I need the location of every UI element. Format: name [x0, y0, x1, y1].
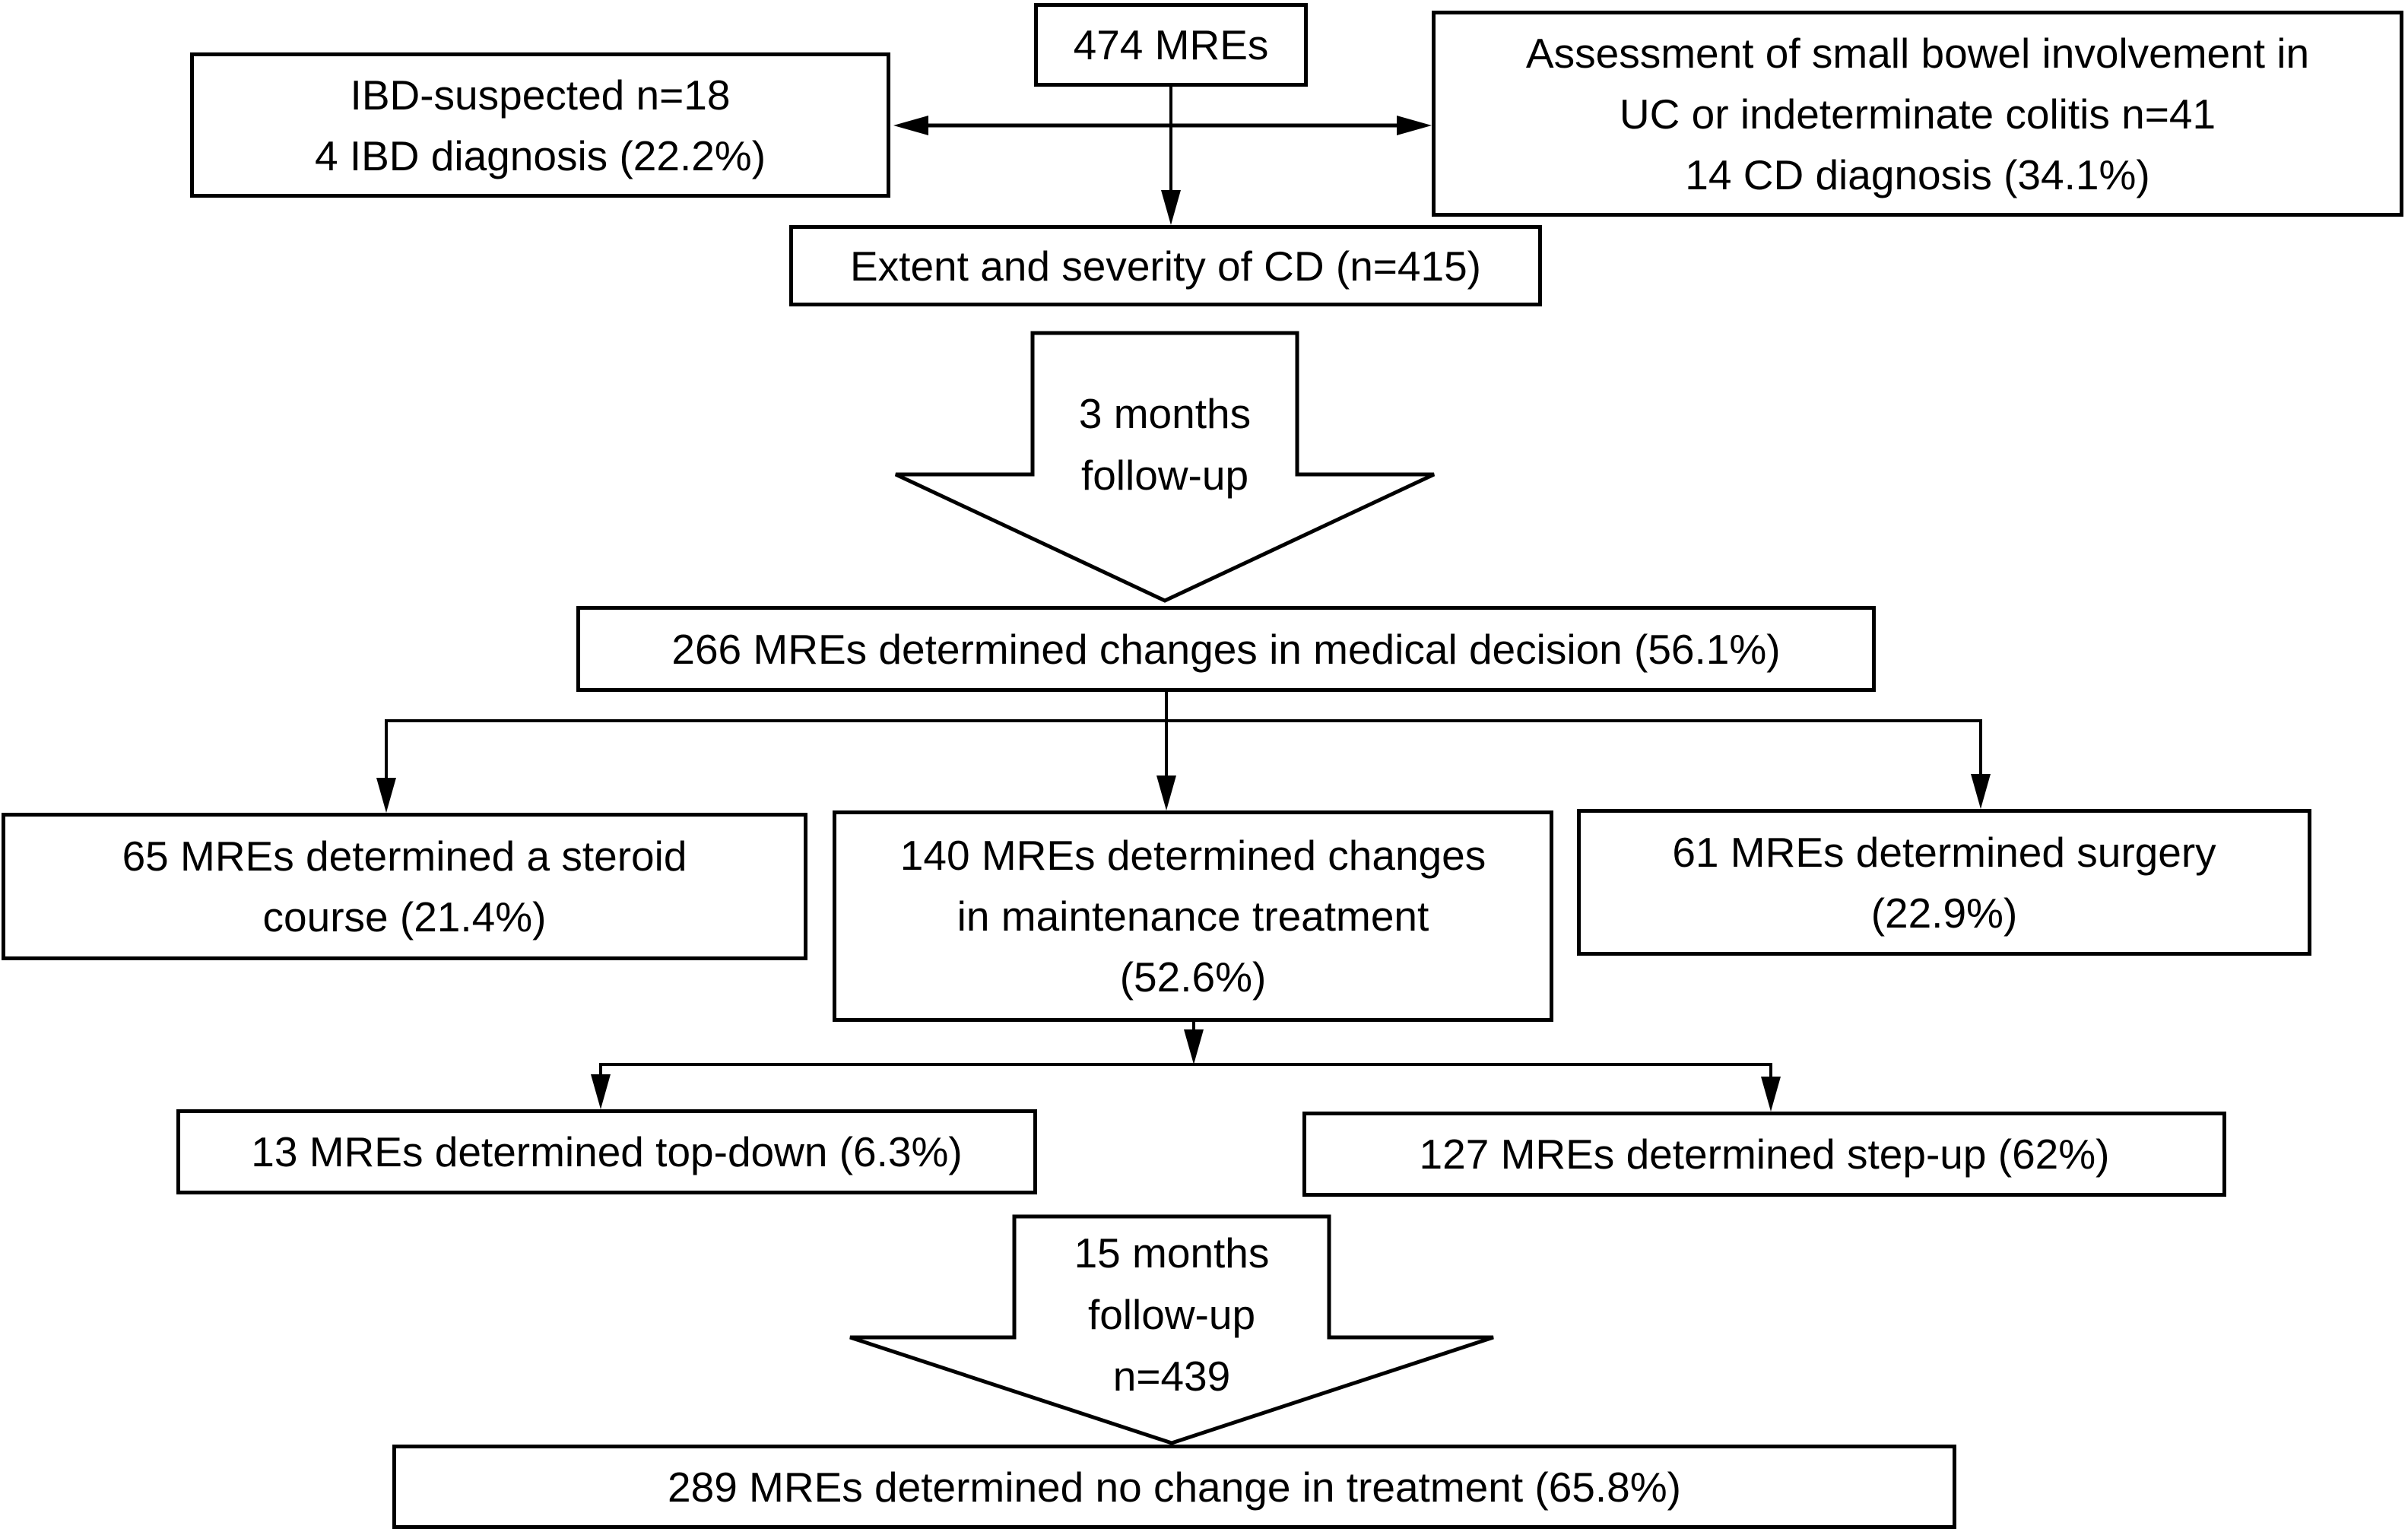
arrowhead-down-icon — [376, 778, 396, 813]
big-arrow-down-icon — [894, 331, 1436, 603]
arrowhead-down-icon — [591, 1074, 611, 1109]
node-assessment-uc: Assessment of small bowel involvement in… — [1432, 11, 2403, 217]
node-step-up: 127 MREs determined step-up (62%) — [1302, 1112, 2226, 1197]
node-maintenance-treatment: 140 MREs determined changes in maintenan… — [833, 810, 1553, 1022]
arrowhead-down-icon — [1184, 1029, 1204, 1064]
node-no-change: 289 MREs determined no change in treatme… — [392, 1445, 1956, 1529]
node-steroid-course: 65 MREs determined a steroid course (21.… — [2, 813, 807, 960]
node-medical-decision: 266 MREs determined changes in medical d… — [576, 606, 1876, 692]
node-top-down: 13 MREs determined top-down (6.3%) — [176, 1109, 1037, 1194]
arrowhead-down-icon — [1161, 190, 1181, 225]
node-surgery: 61 MREs determined surgery (22.9%) — [1577, 809, 2311, 956]
node-total-mres: 474 MREs — [1034, 3, 1308, 87]
arrowhead-right-icon — [1397, 116, 1432, 135]
arrowhead-left-icon — [893, 116, 928, 135]
node-extent-severity: Extent and severity of CD (n=415) — [789, 225, 1542, 306]
label-3-months-followup: 3 months follow-up — [1078, 390, 1252, 499]
arrowhead-down-icon — [1971, 774, 1991, 809]
node-ibd-suspected: IBD-suspected n=18 4 IBD diagnosis (22.2… — [190, 52, 890, 198]
label-15-months-followup: 15 months follow-up n=439 — [1074, 1229, 1270, 1400]
arrowhead-down-icon — [1156, 776, 1176, 810]
arrowhead-down-icon — [1761, 1077, 1781, 1112]
big-arrow-down-icon — [849, 1214, 1494, 1445]
